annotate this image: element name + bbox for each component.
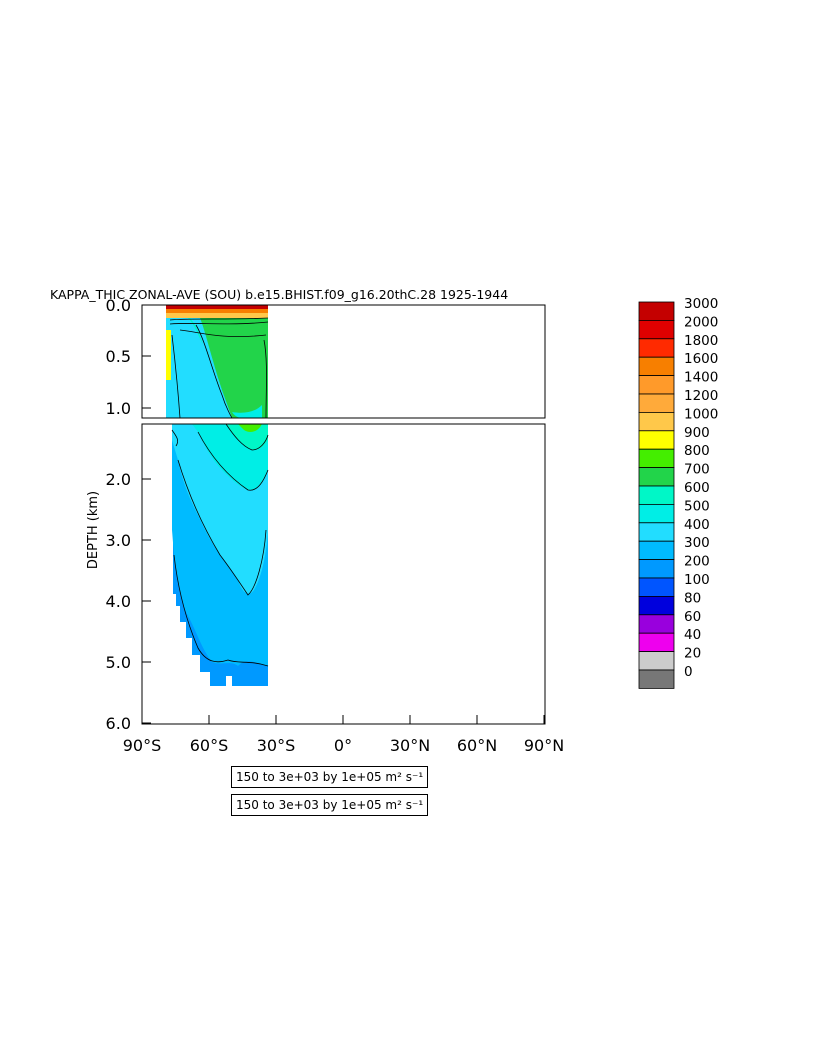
contour-upper-5 [171,334,181,418]
colorbar-swatch [638,485,675,505]
x-tick-label: 60°S [190,736,229,755]
colorbar-label: 300 [684,535,710,551]
x-tick-label: 0° [334,736,352,755]
colorbar-swatch [638,393,675,413]
colorbar-swatch [638,319,675,340]
contour-lower-5 [171,429,179,447]
field-region-1000-top [166,313,268,318]
field-region-1600-top [166,309,268,313]
field-region-700-lower [238,424,262,432]
colorbar-label: 1600 [684,351,718,367]
colorbar-label: 700 [684,462,710,478]
y-tick-label: 6.0 [106,714,131,733]
colorbar-swatch [638,356,675,377]
contour-lower-2 [177,459,267,596]
contour-info-box: 150 to 3e+03 by 1e+05 m² s⁻¹ [231,794,429,816]
colorbar-swatch [638,577,675,597]
colorbar-label: 500 [684,498,710,514]
contour-upper-2 [169,321,269,325]
colorbar-label: 40 [684,627,701,643]
colorbar-swatch [638,448,675,469]
colorbar-label: 1200 [684,388,718,404]
colorbar-label: 900 [684,425,710,441]
colorbar-label: 400 [684,517,710,533]
colorbar-label: 600 [684,480,710,496]
colorbar: 3000200018001600140012001000900800700600… [638,296,718,689]
colorbar-label: 3000 [684,296,718,312]
contour-lower-3 [225,424,269,451]
colorbar-label: 20 [684,646,701,662]
colorbar-swatch [638,540,675,561]
colorbar-swatch [638,522,675,542]
x-tick-label: 30°N [390,736,430,755]
colorbar-label: 200 [684,554,710,570]
field-region-500-upper [232,405,262,418]
contour-info-box: 150 to 3e+03 by 1e+05 m² s⁻¹ [231,766,429,788]
colorbar-swatch [638,614,675,634]
colorbar-label: 60 [684,609,701,625]
upper-panel-field [166,305,269,418]
colorbar-swatch [638,632,675,653]
contour-lower-4 [173,554,269,667]
colorbar-label: 0 [684,664,693,680]
x-tick-label: 60°N [457,736,497,755]
y-tick-labels: 0.0 0.5 1.0 2.0 3.0 4.0 5.0 6.0 [106,296,131,733]
upper-panel-frame [141,304,546,419]
colorbar-swatch [638,651,675,671]
y-axis-label: DEPTH (km) [86,491,101,569]
colorbar-swatch [638,430,675,450]
y-axis-ticks [142,304,151,724]
y-tick-label: 3.0 [106,531,131,550]
contour-upper-6 [263,339,267,418]
colorbar-swatch [638,669,675,689]
y-tick-label: 5.0 [106,653,131,672]
colorbar-label: 1800 [684,333,718,349]
lower-panel-field [171,424,269,686]
field-region-900-left [166,330,171,380]
y-tick-label: 1.0 [106,399,131,418]
x-tick-labels: 90°S 60°S 30°S 0° 30°N 60°N 90°N [123,736,564,755]
field-region-500-lower [226,424,268,450]
colorbar-swatch [638,596,675,616]
x-tick-label: 30°S [257,736,296,755]
colorbar-swatch [638,338,675,358]
x-axis-ticks [141,715,545,724]
colorbar-label: 1000 [684,406,718,422]
contour-lower-1 [197,431,269,491]
colorbar-swatch [638,301,675,321]
colorbar-label: 1400 [684,370,718,386]
y-tick-label: 4.0 [106,592,131,611]
colorbar-label: 100 [684,572,710,588]
colorbar-swatch [638,467,675,487]
contour-upper-3 [179,329,267,337]
y-tick-label: 0.5 [106,347,131,366]
contour-upper-1 [169,317,269,321]
x-tick-label: 90°N [524,736,564,755]
x-tick-label: 90°S [123,736,162,755]
field-region-700 [200,318,268,418]
contour-upper-4 [195,324,233,418]
y-tick-label: 0.0 [106,296,131,315]
colorbar-swatch [638,375,675,395]
colorbar-swatch [638,559,675,579]
chart-title: KAPPA_THIC ZONAL-AVE (SOU) b.e15.BHIST.f… [50,287,508,302]
y-tick-label: 2.0 [106,470,131,489]
colorbar-swatch [638,503,675,524]
field-region-3000-top [166,305,268,309]
colorbar-label: 800 [684,443,710,459]
colorbar-label: 2000 [684,314,718,330]
colorbar-label: 80 [684,590,701,606]
colorbar-swatch [638,411,675,432]
